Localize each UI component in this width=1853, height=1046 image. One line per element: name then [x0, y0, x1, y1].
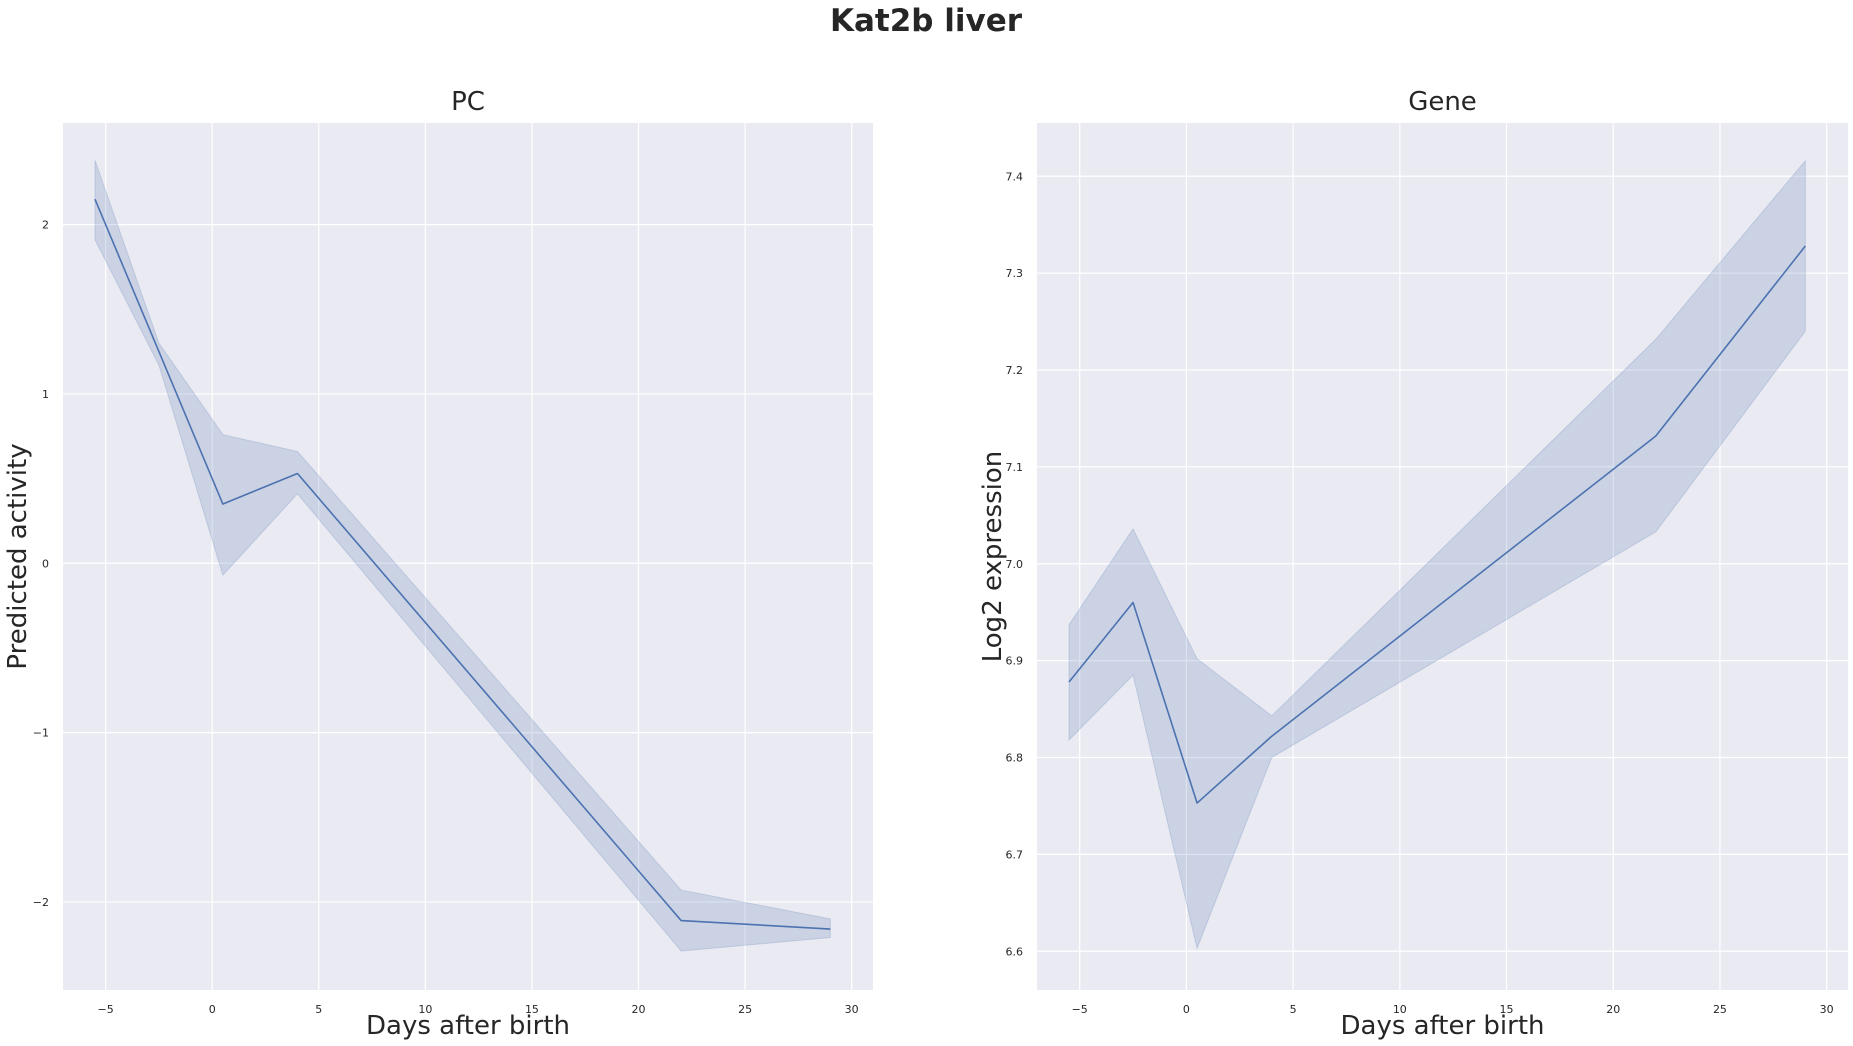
gene-series-line — [1068, 245, 1806, 804]
pc-y-tick-label: 1 — [42, 388, 49, 401]
gene-y-tick-label: 7.3 — [1006, 267, 1024, 280]
gene-y-tick-label: 7.2 — [1006, 364, 1024, 377]
pc-x-tick-label: 10 — [418, 1003, 432, 1016]
pc-y-tick-label: 2 — [42, 219, 49, 232]
gene-y-tick-label: 6.7 — [1006, 848, 1024, 861]
pc-x-tick-label: −5 — [98, 1003, 114, 1016]
pc-series-line — [94, 198, 831, 930]
gene-x-tick-label: −5 — [1072, 1003, 1088, 1016]
gene-plot-area — [1037, 123, 1848, 990]
gene-x-tick-label: 25 — [1713, 1003, 1727, 1016]
gene-y-axis-label: Log2 expression — [978, 451, 1008, 663]
figure-title: Kat2b liver — [830, 3, 1023, 39]
pc-x-axis-label: Days after birth — [366, 1011, 570, 1041]
pc-x-tick-label: 30 — [845, 1003, 859, 1016]
pc-y-axis-label: Predicted activity — [3, 443, 33, 669]
pc-y-tick-label: −1 — [33, 727, 49, 740]
gene-y-tick-label: 6.6 — [1006, 945, 1024, 958]
gene-x-tick-label: 5 — [1290, 1003, 1297, 1016]
pc-x-tick-label: 20 — [632, 1003, 646, 1016]
gene-y-tick-label: 7.0 — [1006, 558, 1024, 571]
gene-x-tick-label: 30 — [1820, 1003, 1834, 1016]
gene-confidence-band — [1068, 159, 1806, 951]
gene-y-tick-label: 6.9 — [1006, 655, 1024, 668]
pc-x-tick-label: 25 — [738, 1003, 752, 1016]
gene-panel-title: Gene — [1408, 87, 1477, 117]
gene-y-tick-label: 7.4 — [1006, 170, 1024, 183]
pc-x-tick-label: 0 — [209, 1003, 216, 1016]
pc-panel: −5 0 5 10 15 20 25 30 −2 −1 0 1 2 PC Days after birth P… — [3, 87, 873, 1041]
gene-x-axis-label: Days after birth — [1340, 1011, 1544, 1041]
gene-x-tick-label: 0 — [1183, 1003, 1190, 1016]
pc-x-tick-label: 5 — [315, 1003, 322, 1016]
pc-confidence-band — [94, 160, 831, 952]
gene-y-tick-label: 6.8 — [1006, 752, 1024, 765]
gene-panel: −5 0 5 10 15 20 25 30 6.6 6.7 6.8 6.9 7.0 7.1 7.2 7.3 7.… — [978, 87, 1848, 1041]
gene-x-tick-label: 15 — [1500, 1003, 1514, 1016]
pc-y-tick-label: 0 — [42, 557, 49, 570]
pc-x-tick-label: 15 — [525, 1003, 539, 1016]
gene-x-tick-label: 20 — [1606, 1003, 1620, 1016]
gene-y-tick-label: 7.1 — [1006, 461, 1024, 474]
pc-panel-title: PC — [451, 87, 485, 117]
gene-x-tick-label: 10 — [1393, 1003, 1407, 1016]
pc-y-tick-label: −2 — [33, 896, 49, 909]
pc-plot-area — [63, 123, 873, 990]
